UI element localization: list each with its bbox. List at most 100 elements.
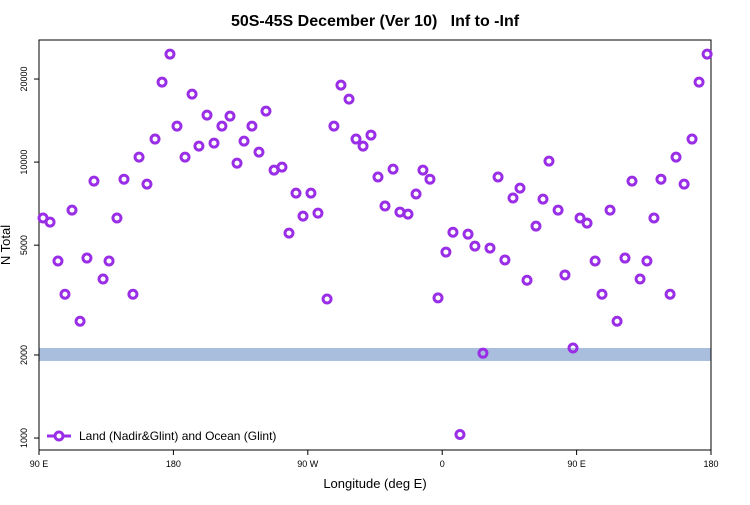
point — [530, 220, 542, 232]
point — [424, 173, 436, 185]
point — [66, 204, 78, 216]
point — [283, 227, 295, 239]
point — [521, 274, 533, 286]
point — [179, 151, 191, 163]
y-tick-label: 1000 — [19, 428, 29, 448]
point — [462, 228, 474, 240]
point — [655, 173, 667, 185]
point — [88, 175, 100, 187]
point — [208, 137, 220, 149]
y-tick-label: 5000 — [19, 235, 29, 255]
point — [626, 175, 638, 187]
point — [499, 254, 511, 266]
point — [641, 255, 653, 267]
point — [335, 79, 347, 91]
point — [552, 204, 564, 216]
point — [44, 216, 56, 228]
point — [224, 110, 236, 122]
point — [670, 151, 682, 163]
point — [127, 288, 139, 300]
point — [440, 246, 452, 258]
point — [410, 188, 422, 200]
point — [52, 255, 64, 267]
legend-marker — [53, 430, 65, 442]
point — [567, 342, 579, 354]
point — [514, 182, 526, 194]
point — [305, 187, 317, 199]
x-tick-label: 90 W — [297, 459, 319, 469]
legend-label: Land (Nadir&Glint) and Ocean (Glint) — [79, 429, 276, 443]
y-tick-label: 20000 — [19, 67, 29, 92]
point — [111, 212, 123, 224]
point — [634, 273, 646, 285]
point — [454, 428, 466, 440]
point — [701, 48, 713, 60]
point — [379, 200, 391, 212]
point — [156, 76, 168, 88]
point — [417, 164, 429, 176]
point — [186, 88, 198, 100]
point — [171, 120, 183, 132]
x-tick-label: 90 E — [567, 459, 586, 469]
point — [678, 178, 690, 190]
y-axis-label: N Total — [0, 225, 13, 265]
point — [484, 242, 496, 254]
point — [432, 292, 444, 304]
point — [260, 105, 272, 117]
point — [402, 208, 414, 220]
x-tick-label: 0 — [440, 459, 445, 469]
point — [387, 163, 399, 175]
point — [97, 273, 109, 285]
point — [74, 315, 86, 327]
point — [246, 120, 258, 132]
x-tick-label: 90 E — [30, 459, 49, 469]
point — [648, 212, 660, 224]
point — [447, 226, 459, 238]
point — [164, 48, 176, 60]
point — [619, 252, 631, 264]
point — [118, 173, 130, 185]
point — [543, 155, 555, 167]
point — [231, 157, 243, 169]
point — [216, 120, 228, 132]
point — [365, 129, 377, 141]
point — [559, 269, 571, 281]
point — [477, 347, 489, 359]
reference-band — [39, 347, 711, 361]
x-axis-label: Longitude (deg E) — [323, 476, 426, 491]
point — [581, 217, 593, 229]
y-tick-label: 10000 — [19, 150, 29, 175]
point — [193, 140, 205, 152]
point — [357, 140, 369, 152]
point — [238, 135, 250, 147]
point — [507, 192, 519, 204]
point — [596, 288, 608, 300]
point — [133, 151, 145, 163]
point — [693, 76, 705, 88]
point — [276, 161, 288, 173]
point — [81, 252, 93, 264]
point — [350, 133, 362, 145]
point — [537, 193, 549, 205]
point — [103, 255, 115, 267]
x-tick-label: 180 — [703, 459, 718, 469]
point — [664, 288, 676, 300]
point — [604, 204, 616, 216]
point — [574, 212, 586, 224]
x-tick-label: 180 — [166, 459, 181, 469]
point — [492, 171, 504, 183]
point — [469, 240, 481, 252]
point — [372, 171, 384, 183]
point — [141, 178, 153, 190]
point — [686, 133, 698, 145]
point — [312, 207, 324, 219]
point — [290, 187, 302, 199]
point — [201, 109, 213, 121]
point — [611, 315, 623, 327]
chart-title: 50S-45S December (Ver 10) Inf to -Inf — [231, 13, 520, 30]
point — [321, 293, 333, 305]
y-tick-label: 2000 — [19, 345, 29, 365]
point — [253, 146, 265, 158]
point — [589, 255, 601, 267]
